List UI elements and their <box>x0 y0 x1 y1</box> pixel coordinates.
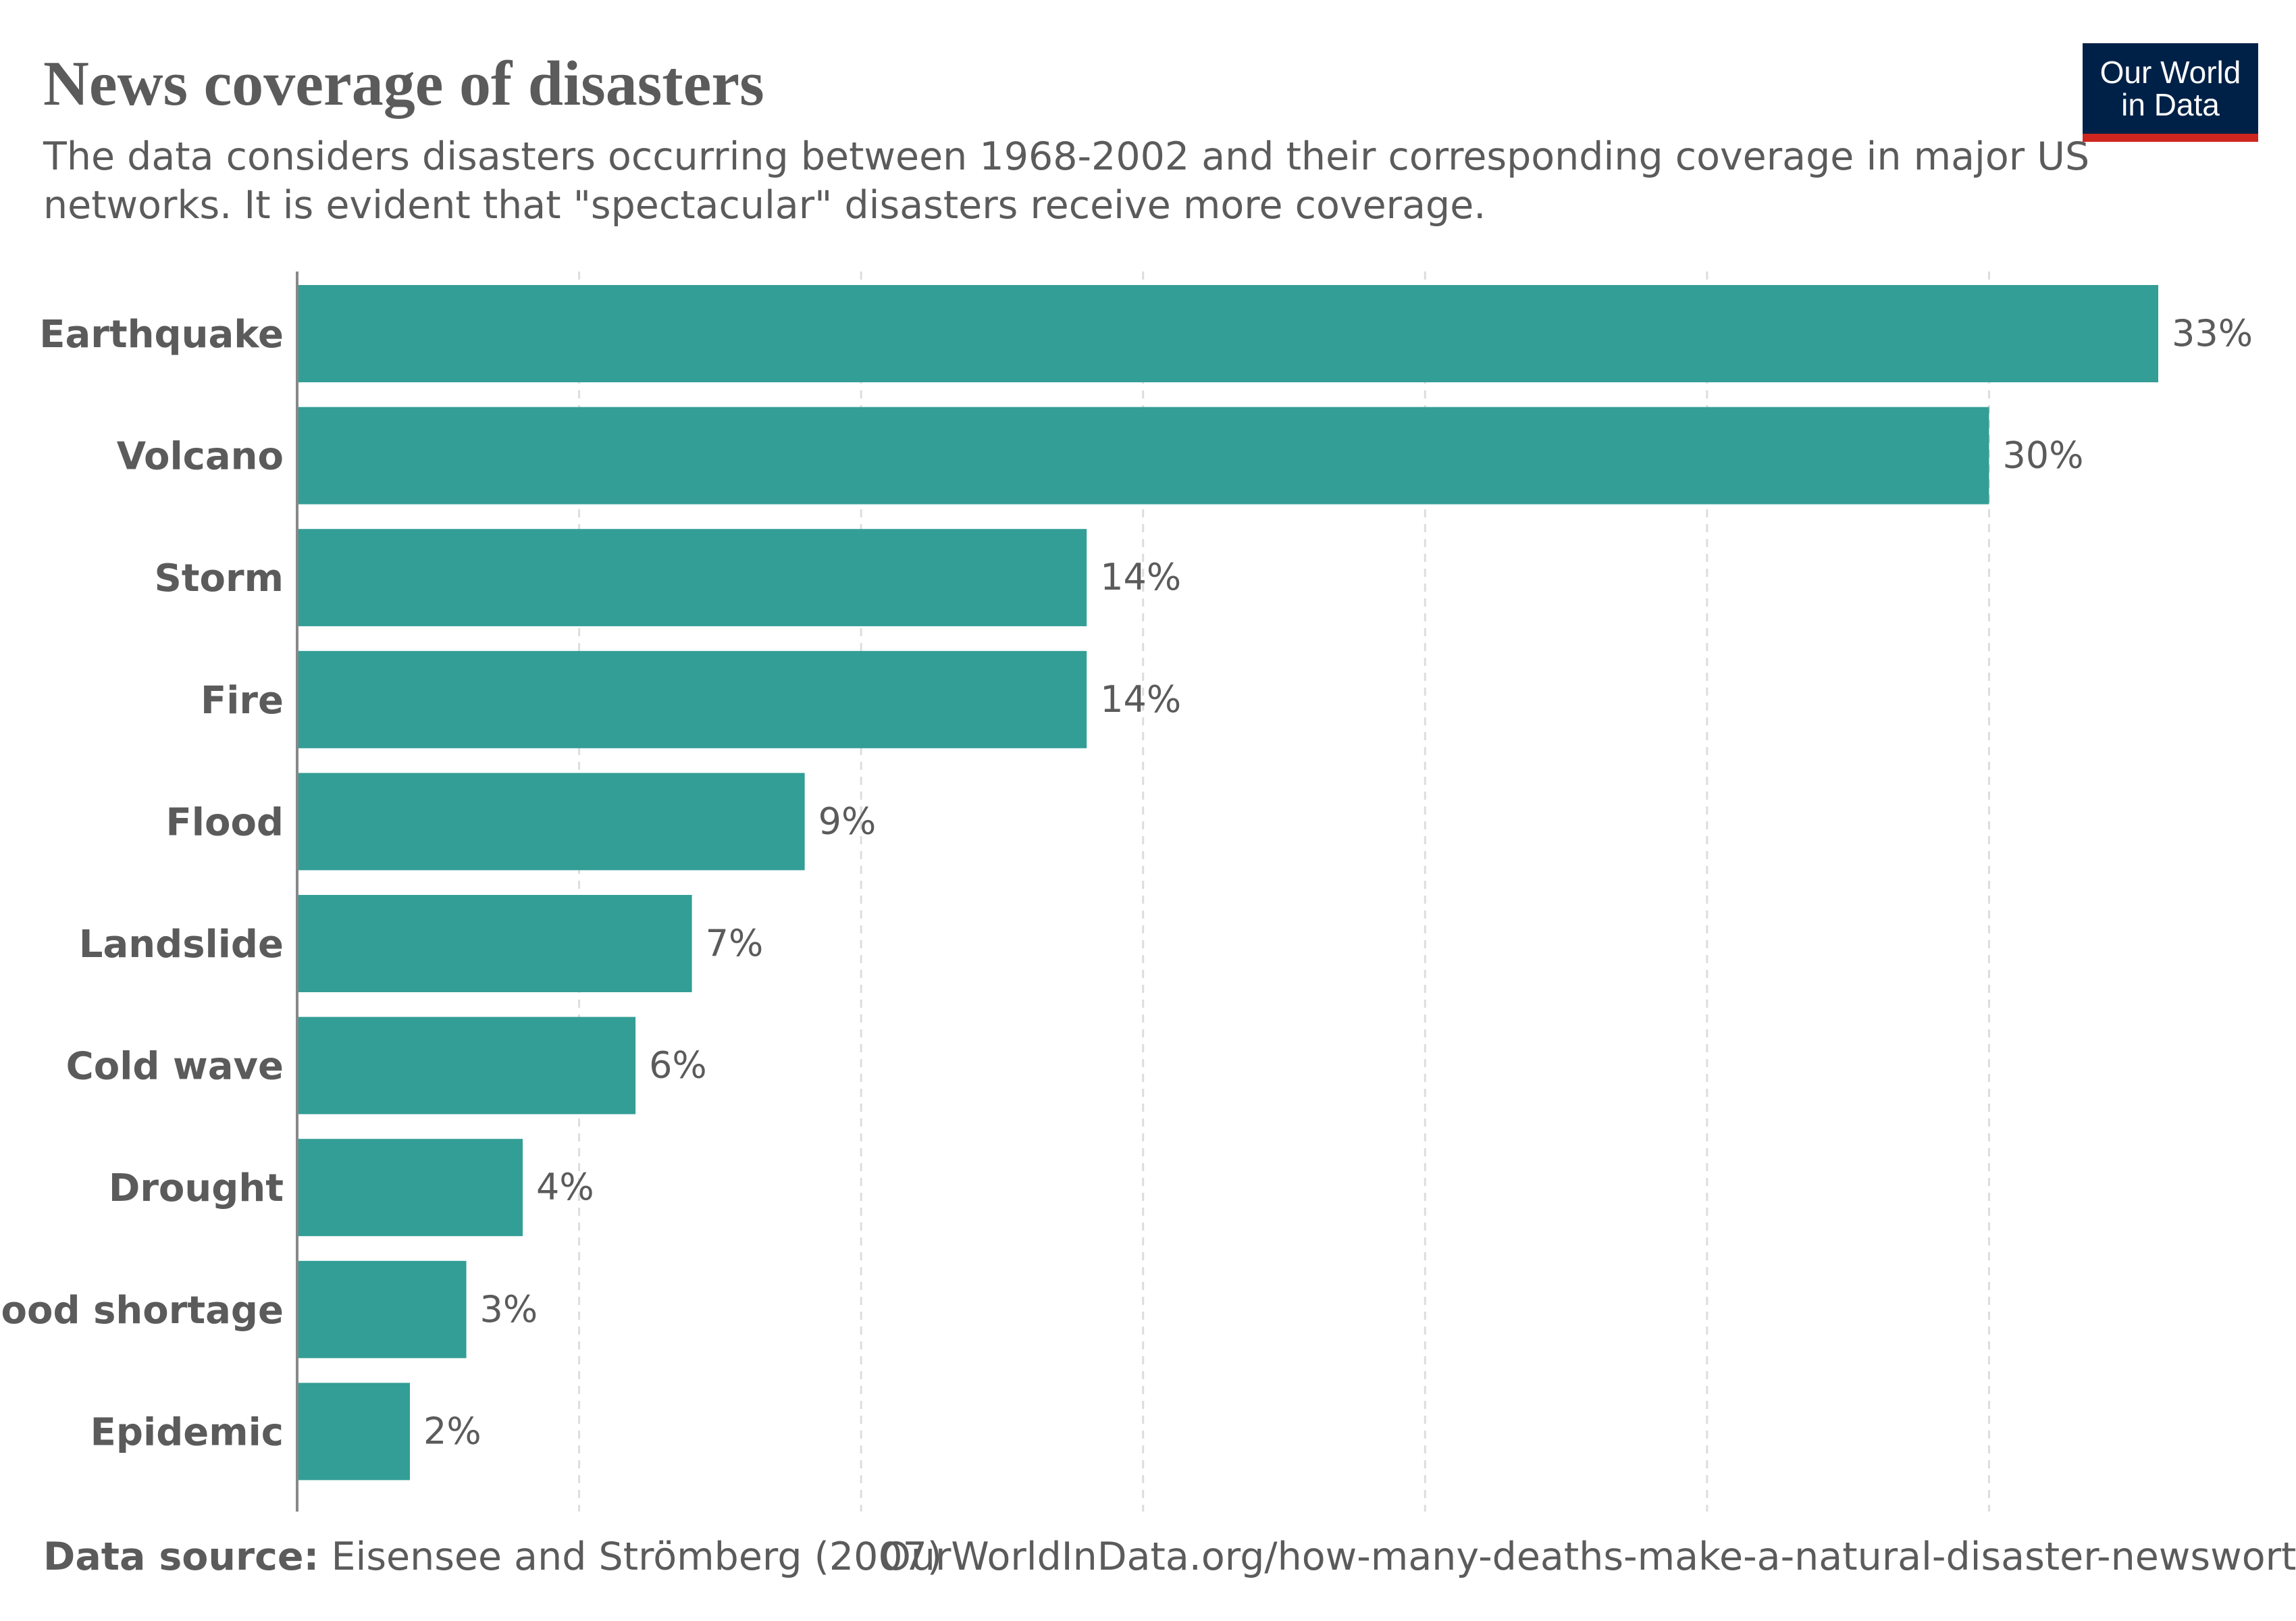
value-label: 14% <box>1100 678 1181 721</box>
bar <box>297 650 1087 748</box>
value-label: 2% <box>423 1410 481 1452</box>
category-label: Earthquake <box>39 313 284 357</box>
bar-chart: Earthquake 33% Volcano 30% Storm 14% Fire 14% Fl… <box>0 272 2253 1512</box>
category-label: Volcano <box>117 435 284 479</box>
value-label: 33% <box>2172 312 2253 355</box>
bar <box>297 1139 523 1237</box>
chart-subtitle: The data considers disasters occurring b… <box>43 134 2090 228</box>
value-label: 6% <box>649 1044 707 1087</box>
bar <box>297 407 1989 505</box>
category-label: Flood <box>166 800 284 844</box>
owid-logo[interactable]: Our World in Data <box>2083 43 2258 142</box>
value-label: 14% <box>1100 556 1181 598</box>
category-label: Cold wave <box>66 1045 284 1089</box>
bar <box>297 773 805 871</box>
category-label: Epidemic <box>90 1410 284 1454</box>
bar <box>297 1017 636 1114</box>
source-label: Data source: <box>43 1535 319 1579</box>
category-label: Drought <box>109 1166 284 1210</box>
logo-line-1: Our World <box>2099 55 2241 90</box>
value-label: 4% <box>536 1166 594 1208</box>
bar <box>297 285 2158 382</box>
category-label: Fire <box>201 679 284 723</box>
source-url[interactable]: OurWorldInData.org/how-many-deaths-make-… <box>881 1535 2296 1579</box>
value-label: 9% <box>818 800 877 842</box>
bar <box>297 895 692 992</box>
bar <box>297 1383 411 1481</box>
logo-line-2: in Data <box>2121 87 2220 122</box>
source-text: Eisensee and Strömberg (2007) <box>331 1535 943 1579</box>
category-label: Food shortage <box>0 1289 284 1333</box>
category-label: Storm <box>154 557 284 600</box>
value-label: 7% <box>706 922 764 964</box>
footer: Data source: Eisensee and Strömberg (200… <box>43 1535 2296 1589</box>
value-label: 3% <box>480 1288 538 1331</box>
bar <box>297 1260 467 1358</box>
bar <box>297 529 1087 627</box>
chart-title: News coverage of disasters <box>43 49 764 119</box>
category-label: Landslide <box>79 923 284 967</box>
value-label: 30% <box>2002 434 2083 477</box>
